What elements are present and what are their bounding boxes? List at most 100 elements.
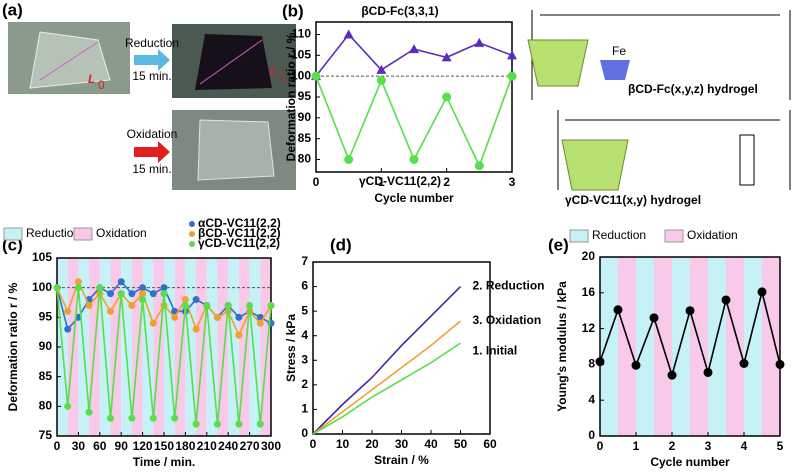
marker xyxy=(214,420,221,428)
shade-band xyxy=(131,258,143,436)
shade-band xyxy=(260,258,271,436)
y-tick-label: 6 xyxy=(301,279,308,293)
series-label: 1. Initial xyxy=(473,343,518,357)
legend-swatch xyxy=(3,227,23,241)
marker xyxy=(139,284,147,292)
l0: L xyxy=(88,72,95,86)
x-tick-label: 0 xyxy=(310,437,317,451)
marker xyxy=(474,37,485,47)
marker xyxy=(149,319,157,327)
marker xyxy=(344,155,354,164)
shade-band xyxy=(142,258,154,436)
marker xyxy=(192,296,200,304)
y-tick-label: 90 xyxy=(39,339,53,353)
marker xyxy=(376,64,387,74)
shade-band xyxy=(744,257,762,436)
x-tick-label: 1 xyxy=(378,175,385,189)
y-tick-label: 16 xyxy=(582,285,596,299)
l1-sub: 1 xyxy=(280,71,287,85)
shade-band xyxy=(726,257,744,436)
bracket xyxy=(557,110,791,190)
marker xyxy=(376,75,386,85)
shade-band xyxy=(238,258,250,436)
marker xyxy=(685,306,695,316)
marker xyxy=(107,290,114,298)
y-tick-label: 0 xyxy=(588,428,595,442)
viologen xyxy=(739,134,755,186)
marker xyxy=(117,278,125,286)
marker xyxy=(85,301,93,309)
shade-band xyxy=(206,258,218,436)
shade-band xyxy=(618,257,636,436)
y-tick-label: 5 xyxy=(301,303,308,317)
y-tick-label: 100 xyxy=(291,68,311,82)
marker xyxy=(160,301,168,309)
l0-sub: 0 xyxy=(98,78,105,92)
structures: Fe βCD-Fc(x,y,z) hydrogel γCD-VC11(x,y) … xyxy=(527,10,791,207)
y-tick-label: 3 xyxy=(301,352,308,366)
x-tick-label: 3 xyxy=(509,175,516,189)
marker xyxy=(235,420,243,428)
marker xyxy=(343,29,354,39)
shade-band xyxy=(174,258,186,436)
x-axis-label: Time / min. xyxy=(133,455,195,469)
marker xyxy=(64,307,72,315)
y-axis-label: Deformation ratio r / % xyxy=(284,32,298,161)
marker xyxy=(507,50,517,60)
legend-label: Reduction xyxy=(26,226,80,240)
marker xyxy=(441,52,452,62)
series-line xyxy=(312,320,462,435)
marker xyxy=(128,301,136,309)
panel-a: (a) L 0 L 1 Reduction 15 min. Oxidation … xyxy=(2,0,296,190)
y-tick-label: 105 xyxy=(291,48,311,62)
legend-swatch xyxy=(569,229,589,243)
y-tick-label: 85 xyxy=(298,131,312,145)
marker xyxy=(171,414,179,422)
y-tick-label: 95 xyxy=(298,89,312,103)
x-tick-label: 120 xyxy=(133,439,153,453)
x-tick-label: 270 xyxy=(240,439,260,453)
series-line xyxy=(312,342,461,435)
arrow-label: Reduction xyxy=(125,36,179,50)
marker xyxy=(507,71,517,81)
marker xyxy=(74,284,82,292)
legend-label: αCD-VC11(2,2) xyxy=(198,216,281,230)
x-tick-label: 180 xyxy=(175,439,195,453)
y-axis-label: Deformation ratio r / % xyxy=(6,282,20,411)
shade-band xyxy=(228,258,239,436)
shade-band xyxy=(217,258,229,436)
x-tick-label: 3 xyxy=(705,439,712,453)
marker xyxy=(757,287,767,297)
ferrocene xyxy=(600,60,630,80)
shade-band xyxy=(185,258,197,436)
marker xyxy=(256,319,264,327)
marker xyxy=(53,284,61,292)
marker xyxy=(246,301,254,309)
y-tick-label: 90 xyxy=(298,110,312,124)
structure-label: βCD-Fc(x,y,z) hydrogel xyxy=(628,82,758,96)
marker xyxy=(667,370,677,380)
marker xyxy=(224,301,232,309)
x-axis-label: Cycle number xyxy=(650,455,730,469)
marker xyxy=(235,313,243,321)
marker xyxy=(311,71,321,81)
arrow xyxy=(134,49,170,71)
y-tick-label: 8 xyxy=(588,357,595,371)
marker xyxy=(117,290,125,298)
series-line xyxy=(315,33,513,77)
marker xyxy=(631,360,641,370)
marker xyxy=(128,290,136,298)
legend-label: Oxidation xyxy=(687,228,738,242)
structure-label: γCD-VC11(x,y) hydrogel xyxy=(565,193,701,207)
y-tick-label: 105 xyxy=(32,250,52,264)
shade-band xyxy=(196,258,207,436)
panel-label: (e) xyxy=(548,235,569,254)
x-tick-label: 2 xyxy=(669,439,676,453)
legend-marker xyxy=(189,231,195,237)
shade-band xyxy=(762,257,780,436)
legend-marker xyxy=(189,241,195,247)
series-line xyxy=(312,286,462,435)
series-label: 3. Oxidation xyxy=(473,313,542,327)
arrow xyxy=(134,141,170,163)
